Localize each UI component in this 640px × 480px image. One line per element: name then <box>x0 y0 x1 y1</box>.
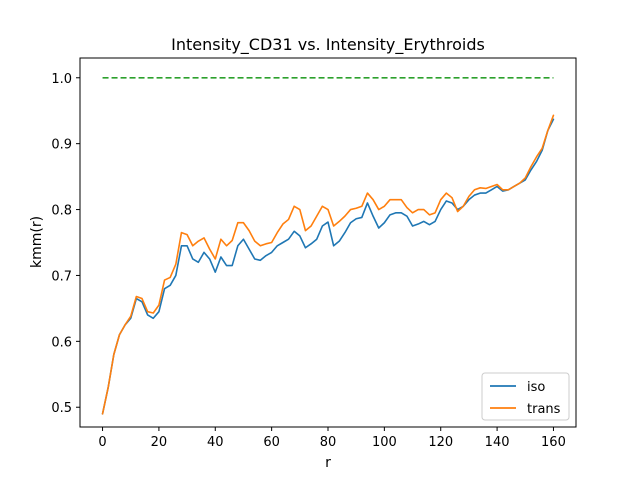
y-tick-label: 0.8 <box>51 204 72 219</box>
y-tick-label: 0.9 <box>51 138 72 153</box>
x-tick-label: 140 <box>485 435 510 450</box>
x-axis-label: r <box>325 455 331 471</box>
legend: iso trans <box>481 372 570 421</box>
series-group <box>101 76 555 415</box>
y-tick-label: 0.7 <box>51 269 72 284</box>
x-tick-label: 40 <box>207 435 224 450</box>
x-tick-label: 160 <box>541 435 566 450</box>
x-tick-label: 120 <box>428 435 453 450</box>
y-tick-label: 0.5 <box>51 401 72 416</box>
y-axis-ticks: 0.5 0.6 0.7 0.8 0.9 1.0 <box>51 72 80 416</box>
legend-label-trans: trans <box>527 402 561 417</box>
x-tick-label: 20 <box>151 435 168 450</box>
y-axis-label: kmm(r) <box>29 216 45 268</box>
chart-title: Intensity_CD31 vs. Intensity_Erythroids <box>171 35 485 55</box>
x-tick-label: 100 <box>372 435 397 450</box>
x-axis-ticks: 0 20 40 60 80 100 120 140 160 <box>98 427 566 450</box>
series-line-trans <box>101 114 555 415</box>
legend-label-iso: iso <box>527 380 545 395</box>
x-tick-label: 80 <box>320 435 337 450</box>
y-tick-label: 0.6 <box>51 335 72 350</box>
x-tick-label: 0 <box>98 435 106 450</box>
plot-area <box>79 57 577 428</box>
y-tick-label: 1.0 <box>51 72 72 87</box>
series-line-iso <box>101 118 555 415</box>
x-tick-label: 60 <box>263 435 280 450</box>
